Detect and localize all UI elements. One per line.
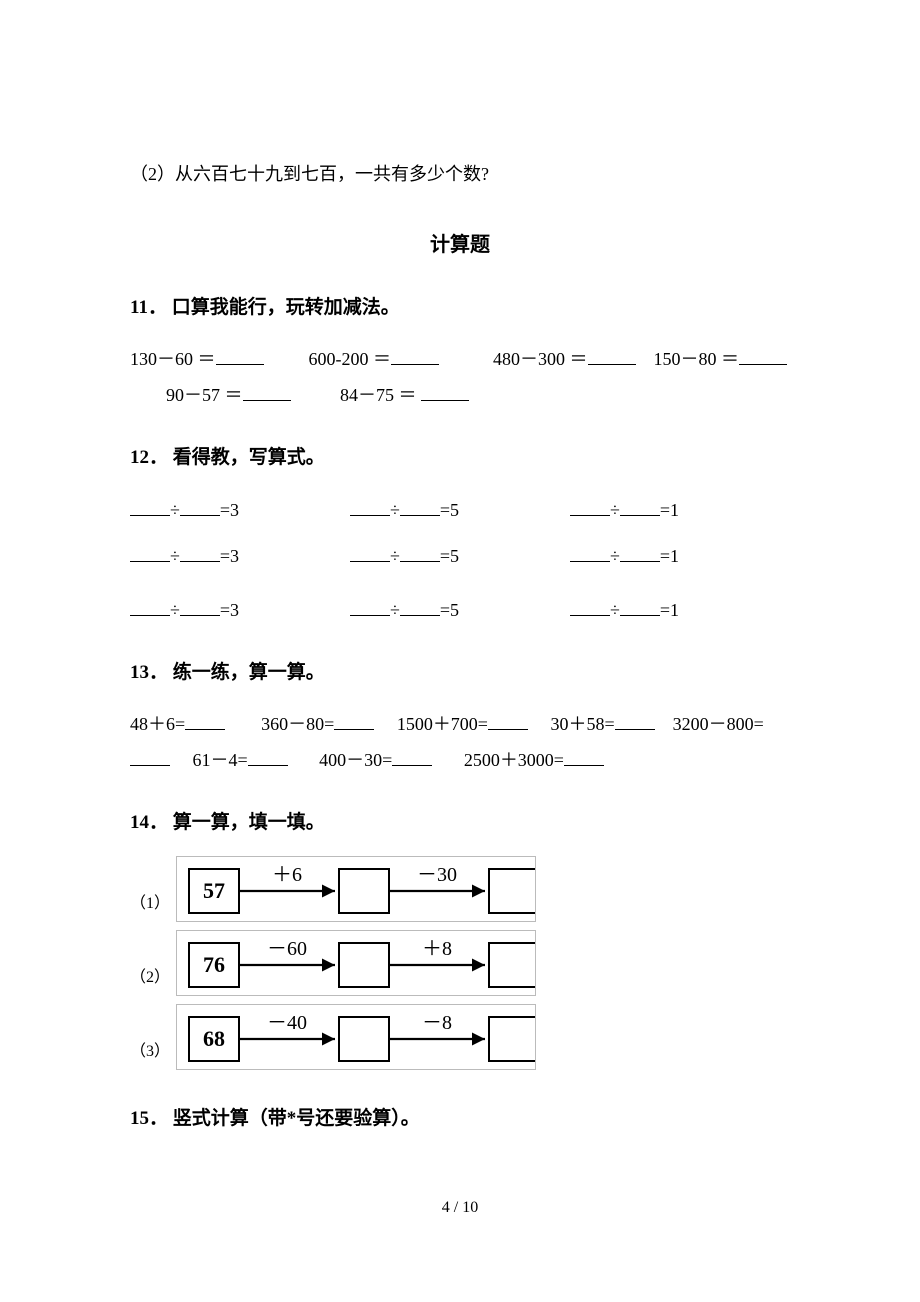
q15-title: 竖式计算（带*号还要验算）。 — [173, 1108, 420, 1129]
svg-text:－30: －30 — [417, 864, 457, 886]
q11-head: 11． 口算我能行，玩转加减法。 — [130, 293, 790, 323]
q13-item: 30＋58= — [550, 714, 614, 734]
q13-item: 48＋6= — [130, 714, 185, 734]
q11-item: 480－300 ＝ — [493, 349, 588, 369]
q13-item: 61－4= — [193, 750, 248, 770]
flow-index: （1） — [130, 891, 170, 923]
q14-head: 14． 算一算，填一填。 — [130, 808, 790, 838]
flow-row: （1） 57 ＋6 －30 — [130, 856, 790, 922]
blank — [588, 347, 636, 365]
page-footer: 4 / 10 — [130, 1195, 790, 1221]
q12-cell: ÷=5 — [350, 538, 570, 574]
q12-cell: ÷=1 — [570, 592, 790, 628]
q13-title: 练一练，算一算。 — [173, 662, 325, 683]
q11-item: 130－60 ＝ — [130, 349, 216, 369]
blank — [216, 347, 264, 365]
q12-head: 12． 看得教，写算式。 — [130, 443, 790, 473]
q14-num: 14． — [130, 812, 168, 833]
svg-text:68: 68 — [203, 1026, 225, 1051]
q15-head: 15． 竖式计算（带*号还要验算）。 — [130, 1104, 790, 1134]
q12-title: 看得教，写算式。 — [173, 447, 325, 468]
svg-text:－8: －8 — [422, 1012, 452, 1034]
flow-index: （3） — [130, 1039, 170, 1071]
q13-body: 48＋6= 360－80= 1500＋700= 30＋58= 3200－800=… — [130, 706, 790, 778]
q11-item: 150－80 ＝ — [654, 349, 740, 369]
blank — [391, 347, 439, 365]
svg-text:76: 76 — [203, 952, 225, 977]
q11-num: 11． — [130, 297, 167, 318]
flow-row: （3） 68 －40 －8 — [130, 1004, 790, 1070]
q11-item: 84－75 ＝ — [340, 385, 417, 405]
flow-index: （2） — [130, 965, 170, 997]
q14-title: 算一算，填一填。 — [173, 812, 325, 833]
blank — [421, 383, 469, 401]
q12-body: ÷=3 ÷=5 ÷=1 ÷=3 ÷=5 ÷=1 ÷=3 ÷=5 ÷=1 — [130, 492, 790, 628]
q13-item: 2500＋3000= — [464, 750, 564, 770]
q12-cell: ÷=3 — [130, 492, 350, 528]
q13-num: 13． — [130, 662, 168, 683]
blank — [243, 383, 291, 401]
flow-diagram: 57 ＋6 －30 — [176, 856, 536, 922]
q15-num: 15． — [130, 1108, 168, 1129]
flow-diagram: 68 －40 －8 — [176, 1004, 536, 1070]
section-title: 计算题 — [130, 229, 790, 261]
q12-cell: ÷=3 — [130, 592, 350, 628]
q13-head: 13． 练一练，算一算。 — [130, 658, 790, 688]
q12-cell: ÷=1 — [570, 538, 790, 574]
q13-item: 1500＋700= — [397, 714, 488, 734]
q12-cell: ÷=3 — [130, 538, 350, 574]
q12-cell: ÷=5 — [350, 492, 570, 528]
svg-text:－40: －40 — [267, 1012, 307, 1034]
q12-cell: ÷=1 — [570, 492, 790, 528]
q11-body: 130－60 ＝ 600-200 ＝ 480－300 ＝ 150－80 ＝ 90… — [130, 341, 790, 413]
q13-item: 3200－800= — [673, 714, 764, 734]
q11-item: 90－57 ＝ — [166, 385, 243, 405]
svg-text:＋6: ＋6 — [272, 864, 302, 886]
svg-text:57: 57 — [203, 878, 225, 903]
q12-cell: ÷=5 — [350, 592, 570, 628]
blank — [739, 347, 787, 365]
svg-text:－60: －60 — [267, 938, 307, 960]
q13-item: 400－30= — [319, 750, 392, 770]
q11-item: 600-200 ＝ — [309, 349, 392, 369]
q13-item: 360－80= — [261, 714, 334, 734]
question-2: （2）从六百七十九到七百，一共有多少个数? — [130, 160, 790, 189]
flow-row: （2） 76 －60 ＋8 — [130, 930, 790, 996]
svg-text:＋8: ＋8 — [422, 938, 452, 960]
q12-num: 12． — [130, 447, 168, 468]
q11-title: 口算我能行，玩转加减法。 — [172, 297, 400, 318]
flow-diagram: 76 －60 ＋8 — [176, 930, 536, 996]
q14-body: （1） 57 ＋6 －30 （2） 76 －60 ＋8 （3） 68 －40 －8 — [130, 856, 790, 1070]
